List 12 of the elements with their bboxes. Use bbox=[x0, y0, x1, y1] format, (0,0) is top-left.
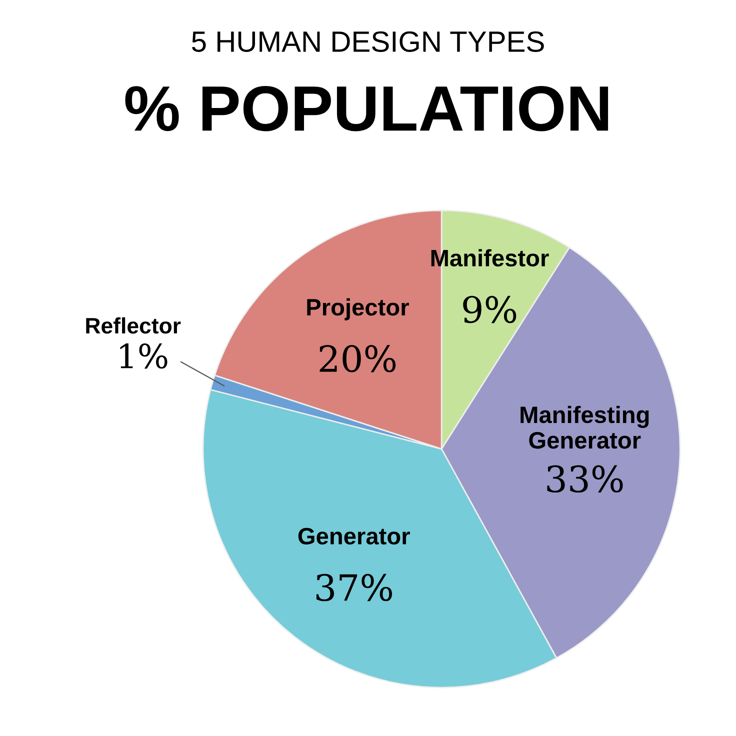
data-label: 1% bbox=[120, 343, 168, 369]
slice-label: Manifestor bbox=[431, 249, 549, 267]
data-label: 9% bbox=[463, 296, 516, 324]
slice-label: Generator bbox=[298, 528, 410, 545]
slice-label: Manifesting Generator bbox=[520, 406, 649, 449]
chart-title: % POPULATION bbox=[125, 86, 608, 132]
slice-label: Projector bbox=[307, 298, 409, 320]
data-label: 33% bbox=[547, 465, 623, 493]
data-label: 20% bbox=[320, 344, 396, 372]
chart-subtitle: 5 HUMAN DESIGN TYPES bbox=[192, 31, 544, 52]
slice-label: Reflector bbox=[86, 317, 181, 334]
data-label: 37% bbox=[316, 574, 392, 602]
